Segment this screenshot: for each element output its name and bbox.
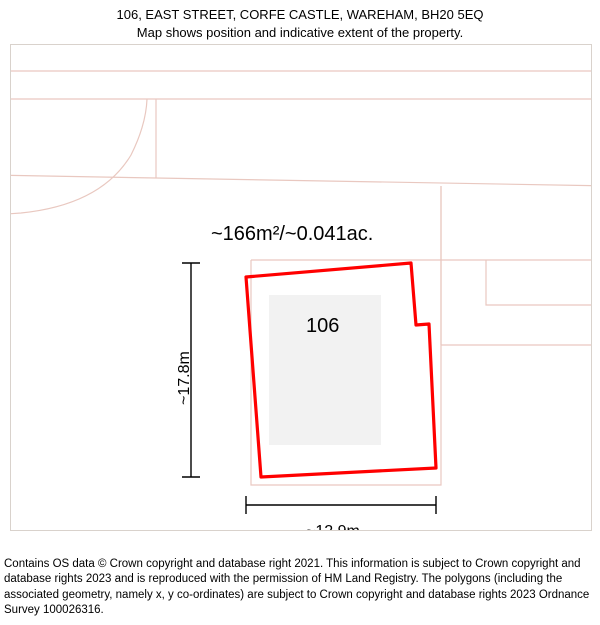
map-area: ~166m²/~0.041ac. 106 ~17.8m ~12.9m: [10, 44, 592, 531]
address-line: 106, EAST STREET, CORFE CASTLE, WAREHAM,…: [0, 6, 600, 24]
footer-text: Contains OS data © Crown copyright and d…: [4, 557, 596, 619]
area-label: ~166m²/~0.041ac.: [211, 223, 373, 246]
map-svg: [11, 45, 591, 530]
dim-vertical-label: ~17.8m: [176, 351, 194, 405]
subtitle-line: Map shows position and indicative extent…: [0, 24, 600, 42]
dim-horizontal-label: ~12.9m: [306, 523, 360, 531]
header: 106, EAST STREET, CORFE CASTLE, WAREHAM,…: [0, 0, 600, 42]
house-number: 106: [306, 315, 339, 338]
